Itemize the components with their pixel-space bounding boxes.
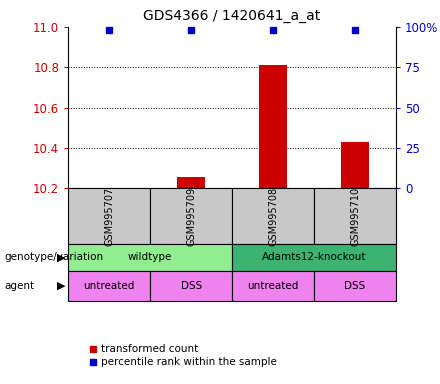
Text: DSS: DSS <box>345 281 366 291</box>
Bar <box>341 142 369 188</box>
Text: genotype/variation: genotype/variation <box>4 252 103 262</box>
Text: untreated: untreated <box>84 281 135 291</box>
Text: GSM995708: GSM995708 <box>268 187 278 245</box>
Text: wildtype: wildtype <box>128 252 172 262</box>
Text: agent: agent <box>4 281 34 291</box>
Legend: transformed count, percentile rank within the sample: transformed count, percentile rank withi… <box>89 344 277 367</box>
Text: ▶: ▶ <box>57 281 66 291</box>
Text: Adamts12-knockout: Adamts12-knockout <box>262 252 366 262</box>
Text: GSM995707: GSM995707 <box>104 186 114 246</box>
Text: GSM995710: GSM995710 <box>350 187 360 245</box>
Text: DSS: DSS <box>180 281 202 291</box>
Bar <box>177 177 205 188</box>
Text: ▶: ▶ <box>57 252 66 262</box>
Bar <box>259 65 287 188</box>
Text: untreated: untreated <box>247 281 299 291</box>
Title: GDS4366 / 1420641_a_at: GDS4366 / 1420641_a_at <box>143 9 321 23</box>
Text: GSM995709: GSM995709 <box>186 187 196 245</box>
